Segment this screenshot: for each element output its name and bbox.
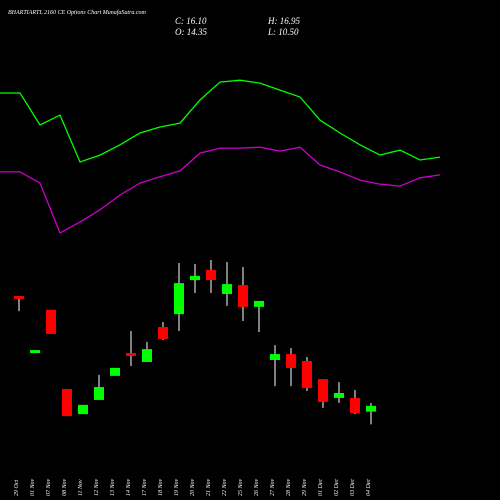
x-tick-label: 28 Nov — [286, 478, 292, 496]
candle-body — [110, 367, 120, 376]
candle-body — [206, 269, 216, 281]
x-tick-label: 19 Nov — [174, 478, 180, 496]
low-label: L: 10.50 — [267, 27, 299, 37]
x-tick-label: 04 Dec — [365, 479, 372, 496]
candle-body — [174, 283, 184, 315]
candle-body — [302, 360, 312, 389]
x-tick-label: 03 Dec — [350, 479, 356, 496]
x-tick-label: 11 Nov — [78, 479, 84, 496]
candle-body — [286, 354, 296, 368]
x-tick-label: 26 Nov — [254, 478, 260, 496]
candle-body — [62, 389, 72, 417]
x-tick-label: 01 Dec — [318, 479, 324, 496]
x-tick-label: 25 Nov — [238, 478, 244, 496]
candle-body — [14, 295, 24, 299]
candle-body — [126, 353, 136, 357]
x-tick-label: 22 Nov — [222, 478, 228, 496]
candle-body — [94, 387, 104, 400]
x-tick-label: 18 Nov — [158, 478, 164, 496]
x-tick-label: 02 Dec — [334, 479, 340, 496]
open-label: O: 14.35 — [175, 27, 207, 37]
close-label: C: 16.10 — [175, 16, 207, 26]
x-tick-label: 01 Nov — [30, 478, 36, 496]
candle-body — [158, 327, 168, 339]
candle-body — [142, 349, 152, 362]
chart-title: BHARTIARTL 2160 CE Options Chart MunafaS… — [8, 9, 147, 16]
candle-body — [318, 379, 328, 402]
x-tick-label: 27 Nov — [270, 478, 276, 496]
candle-body — [270, 354, 280, 360]
candle-body — [334, 393, 344, 398]
candle-body — [254, 300, 264, 307]
x-tick-label: 20 Nov — [190, 478, 196, 496]
x-tick-label: 29 Nov — [302, 478, 308, 496]
x-tick-label: 21 Nov — [206, 478, 212, 496]
x-tick-label: 07 Nov — [46, 478, 52, 496]
candle-body — [46, 309, 56, 334]
candle-body — [78, 404, 88, 415]
indicator-line — [0, 146, 441, 234]
high-label: H: 16.95 — [267, 16, 300, 26]
indicator-line — [0, 79, 441, 163]
x-tick-label: 12 Nov — [94, 478, 100, 496]
candle-body — [190, 275, 200, 281]
candle-body — [350, 397, 360, 414]
x-tick-label: 08 Nov — [62, 478, 68, 496]
candle-body — [238, 285, 248, 307]
candle-body — [366, 405, 376, 412]
candle-body — [222, 284, 232, 294]
x-tick-label: 14 Nov — [125, 478, 132, 496]
candle-body — [30, 350, 40, 354]
x-tick-label: 17 Nov — [142, 478, 148, 496]
x-tick-label: 13 Nov — [110, 478, 116, 496]
x-tick-label: 29 Oct — [14, 480, 20, 496]
